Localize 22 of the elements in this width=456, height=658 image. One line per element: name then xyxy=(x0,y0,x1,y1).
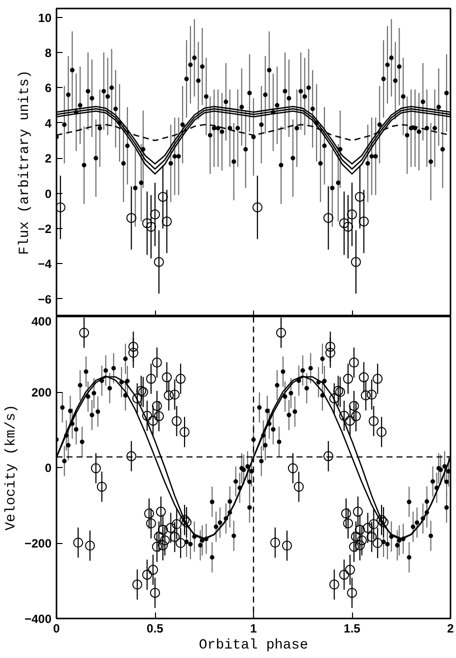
y-axis-title: Velocity (km/s) xyxy=(3,404,20,531)
y-tick-label: 10 xyxy=(38,10,52,25)
x-tick-label: 0.5 xyxy=(146,622,164,636)
y-tick-label: −2 xyxy=(38,222,52,236)
x-tick-label: 2 xyxy=(447,622,454,636)
y-tick-label: 2 xyxy=(44,152,52,166)
x-tick-label: 1 xyxy=(250,622,258,636)
y-tick-label: −4 xyxy=(38,257,52,272)
y-tick-label: 6 xyxy=(44,81,52,96)
y-tick-label: 4 xyxy=(44,116,52,130)
y-axis-title: Flux (arbitrary units) xyxy=(16,70,33,255)
y-tick-label: −6 xyxy=(38,292,52,306)
y-tick-label: −400 xyxy=(24,612,52,626)
y-tick-label: 200 xyxy=(31,386,52,400)
y-tick-label: −200 xyxy=(24,536,52,550)
x-tick-label: 0 xyxy=(53,622,60,636)
y-tick-label: 8 xyxy=(44,46,52,60)
y-tick-label: 0 xyxy=(44,461,52,475)
x-tick-label: 1.5 xyxy=(344,622,361,636)
y-tick-label: 400 xyxy=(31,314,52,328)
y-tick-label: 0 xyxy=(44,186,52,201)
x-axis-title: Orbital phase xyxy=(198,638,308,654)
